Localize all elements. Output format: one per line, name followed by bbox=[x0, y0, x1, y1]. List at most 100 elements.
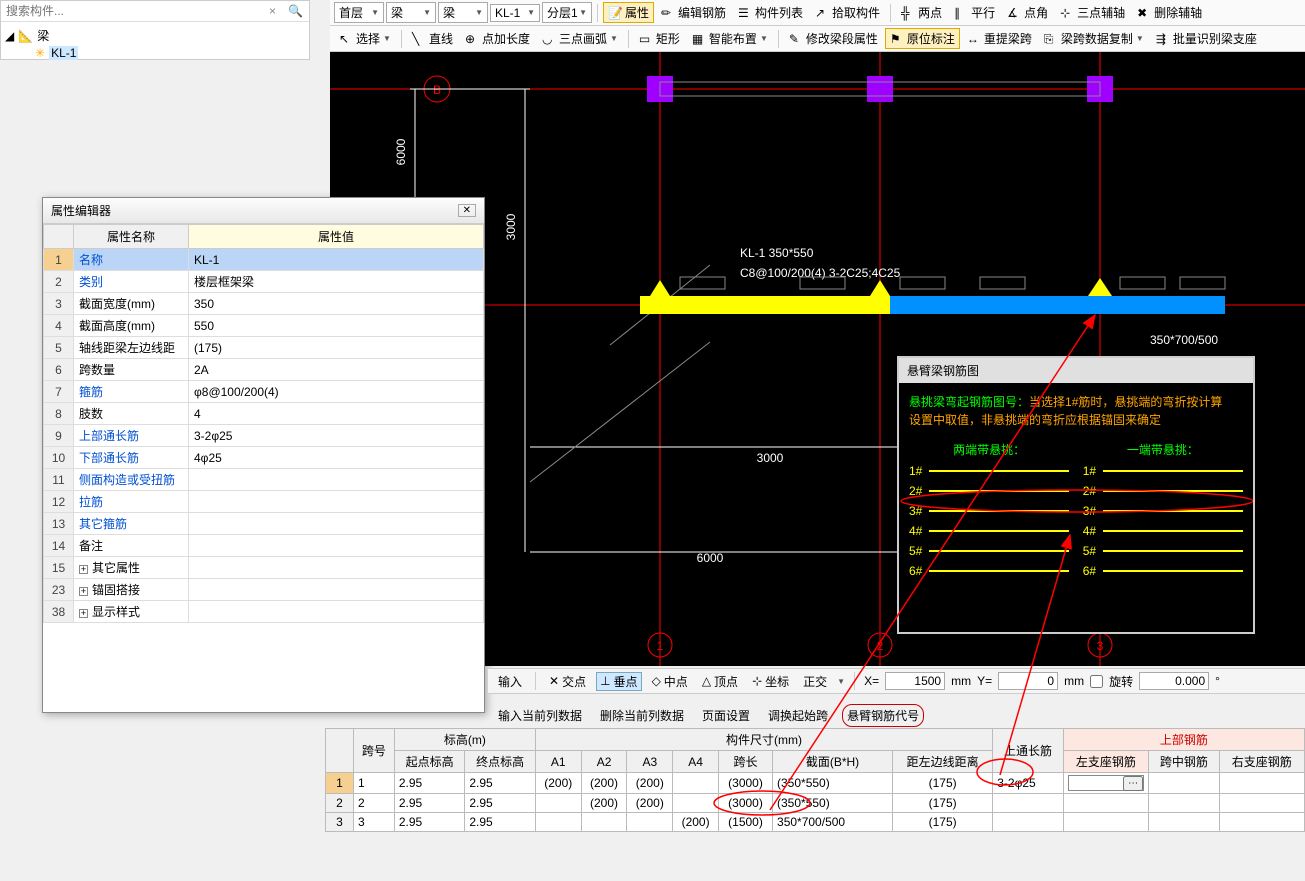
svg-text:3: 3 bbox=[1097, 639, 1104, 653]
close-icon[interactable]: ✕ bbox=[458, 204, 476, 217]
batch-icon: ⇶ bbox=[1156, 32, 1170, 46]
attributes-button[interactable]: 📝属性 bbox=[603, 2, 654, 23]
three-point-axis-button[interactable]: ⊹三点辅轴 bbox=[1055, 2, 1130, 23]
svg-text:6000: 6000 bbox=[394, 138, 408, 165]
x-input[interactable] bbox=[885, 672, 945, 690]
table-row[interactable]: 112.952.95(200)(200)(200)(3000)(350*550)… bbox=[326, 773, 1305, 794]
property-editor-titlebar[interactable]: 属性编辑器 ✕ bbox=[43, 198, 484, 224]
line-icon: ╲ bbox=[412, 32, 426, 46]
snap-ortho-button[interactable]: 正交 bbox=[799, 672, 831, 691]
mid-icon: ◇ bbox=[652, 674, 661, 688]
property-row[interactable]: 9上部通长筋3-2φ25 bbox=[44, 425, 484, 447]
import-button[interactable]: 输入 bbox=[494, 672, 526, 691]
dropdown-cat2[interactable]: 梁▼ bbox=[438, 2, 488, 23]
page-setup-button[interactable]: 页面设置 bbox=[698, 705, 754, 726]
expand-icon[interactable]: + bbox=[79, 587, 88, 596]
property-row[interactable]: 1名称KL-1 bbox=[44, 249, 484, 271]
svg-text:350*700/500: 350*700/500 bbox=[1150, 333, 1218, 347]
snap-coord-button[interactable]: ⊹坐标 bbox=[748, 672, 793, 691]
snap-mid-button[interactable]: ◇中点 bbox=[648, 672, 692, 691]
smart-layout-button[interactable]: ▦智能布置▼ bbox=[687, 28, 773, 49]
table-row[interactable]: 332.952.95(200)(1500)350*700/500(175) bbox=[326, 813, 1305, 832]
dropdown-cat1[interactable]: 梁▼ bbox=[386, 2, 436, 23]
pick-component-button[interactable]: ↗拾取构件 bbox=[810, 2, 885, 23]
snap-cross-button[interactable]: ✕交点 bbox=[545, 672, 590, 691]
property-row[interactable]: 12拉筋 bbox=[44, 491, 484, 513]
property-row[interactable]: 5轴线距梁左边线距(175) bbox=[44, 337, 484, 359]
snap-apex-button[interactable]: △顶点 bbox=[698, 672, 742, 691]
property-row[interactable]: 14备注 bbox=[44, 535, 484, 557]
point-angle-button[interactable]: ∡点角 bbox=[1002, 2, 1053, 23]
dropdown-component[interactable]: KL-1▼ bbox=[490, 4, 540, 22]
input-current-col-button[interactable]: 输入当前列数据 bbox=[494, 705, 586, 726]
rebar-shape-row: 6# bbox=[909, 564, 1069, 578]
cantilever-rebar-code-button[interactable]: 悬臂钢筋代号 bbox=[842, 704, 924, 727]
property-row[interactable]: 4截面高度(mm)550 bbox=[44, 315, 484, 337]
inplace-annot-button[interactable]: ⚑原位标注 bbox=[885, 28, 960, 49]
copy-icon: ⎘ bbox=[1044, 32, 1058, 46]
property-row[interactable]: 6跨数量2A bbox=[44, 359, 484, 381]
dropdown-layer[interactable]: 分层1▼ bbox=[542, 2, 592, 23]
rebar-shape-row: 5# bbox=[909, 544, 1069, 558]
y-input[interactable] bbox=[998, 672, 1058, 690]
rebar-col-left: 两端带悬挑： 1#2#3#4#5#6# bbox=[909, 441, 1069, 584]
property-row[interactable]: 38+显示样式 bbox=[44, 601, 484, 623]
snap-perp-button[interactable]: ⊥垂点 bbox=[596, 672, 641, 691]
property-row[interactable]: 8肢数4 bbox=[44, 403, 484, 425]
copy-span-button[interactable]: ⎘梁跨数据复制▼ bbox=[1039, 28, 1149, 49]
tree-node-kl1[interactable]: ✳ KL-1 bbox=[5, 45, 305, 61]
rebar-shape-row: 6# bbox=[1083, 564, 1243, 578]
expand-icon[interactable]: + bbox=[79, 565, 88, 574]
editseg-icon: ✎ bbox=[789, 32, 803, 46]
component-list-button[interactable]: ☰构件列表 bbox=[733, 2, 808, 23]
property-value-header: 属性值 bbox=[189, 225, 484, 249]
select-button[interactable]: ↖选择▼ bbox=[334, 28, 396, 49]
property-row[interactable]: 23+锚固搭接 bbox=[44, 579, 484, 601]
edit-rebar-button[interactable]: ✏编辑钢筋 bbox=[656, 2, 731, 23]
search-go-icon[interactable]: 🔍 bbox=[282, 2, 309, 20]
property-row[interactable]: 10下部通长筋4φ25 bbox=[44, 447, 484, 469]
three-point-arc-button[interactable]: ◡三点画弧▼ bbox=[537, 28, 623, 49]
rect-button[interactable]: ▭矩形 bbox=[634, 28, 685, 49]
rebar-shape-row: 4# bbox=[909, 524, 1069, 538]
swap-start-span-button[interactable]: 调换起始跨 bbox=[764, 705, 832, 726]
cell-more-button[interactable]: ⋯ bbox=[1123, 776, 1143, 791]
table-row[interactable]: 222.952.95(200)(200)(3000)(350*550)(175) bbox=[326, 794, 1305, 813]
rotate-checkbox[interactable] bbox=[1090, 675, 1103, 688]
popup-title: 悬臂梁钢筋图 bbox=[899, 358, 1253, 383]
tree-expand-icon[interactable]: ◢ bbox=[5, 29, 14, 43]
respan-button[interactable]: ↔重提梁跨 bbox=[962, 28, 1037, 49]
svg-text:3000: 3000 bbox=[504, 213, 518, 240]
inplace-icon: ⚑ bbox=[890, 32, 904, 46]
edit-segment-button[interactable]: ✎修改梁段属性 bbox=[784, 28, 883, 49]
property-row[interactable]: 2类别楼层框架梁 bbox=[44, 271, 484, 293]
property-row[interactable]: 15+其它属性 bbox=[44, 557, 484, 579]
angle-icon: ∡ bbox=[1007, 6, 1021, 20]
property-editor-window: 属性编辑器 ✕ 属性名称 属性值 1名称KL-12类别楼层框架梁3截面宽度(mm… bbox=[42, 197, 485, 713]
property-row[interactable]: 11侧面构造或受扭筋 bbox=[44, 469, 484, 491]
attributes-icon: 📝 bbox=[608, 6, 622, 20]
col-span-num: 跨号 bbox=[354, 729, 395, 773]
arc-icon: ◡ bbox=[542, 32, 556, 46]
property-row[interactable]: 7箍筋φ8@100/200(4) bbox=[44, 381, 484, 403]
rotate-input[interactable] bbox=[1139, 672, 1209, 690]
svg-text:1: 1 bbox=[657, 639, 664, 653]
property-row[interactable]: 3截面宽度(mm)350 bbox=[44, 293, 484, 315]
search-input[interactable] bbox=[1, 1, 263, 21]
expand-icon[interactable]: + bbox=[79, 609, 88, 618]
dropdown-floor[interactable]: 首层▼ bbox=[334, 2, 384, 23]
line-button[interactable]: ╲直线 bbox=[407, 28, 458, 49]
delete-aux-axis-button[interactable]: ✖删除辅轴 bbox=[1132, 2, 1207, 23]
property-row[interactable]: 13其它箍筋 bbox=[44, 513, 484, 535]
tree-node-beam[interactable]: ◢ 📐 梁 bbox=[5, 26, 305, 45]
two-point-button[interactable]: ╬两点 bbox=[896, 2, 947, 23]
cell-editor[interactable]: ⋯ bbox=[1068, 775, 1144, 791]
search-clear-icon[interactable]: × bbox=[263, 2, 282, 20]
add-length-button[interactable]: ⊕点加长度 bbox=[460, 28, 535, 49]
parallel-button[interactable]: ∥平行 bbox=[949, 2, 1000, 23]
delete-current-col-button[interactable]: 删除当前列数据 bbox=[596, 705, 688, 726]
svg-text:6000: 6000 bbox=[697, 551, 724, 565]
batch-recognize-button[interactable]: ⇶批量识别梁支座 bbox=[1151, 28, 1262, 49]
rotate-label: 旋转 bbox=[1109, 673, 1133, 690]
action-button-row: 输入当前列数据 删除当前列数据 页面设置 调换起始跨 悬臂钢筋代号 bbox=[488, 702, 1305, 728]
